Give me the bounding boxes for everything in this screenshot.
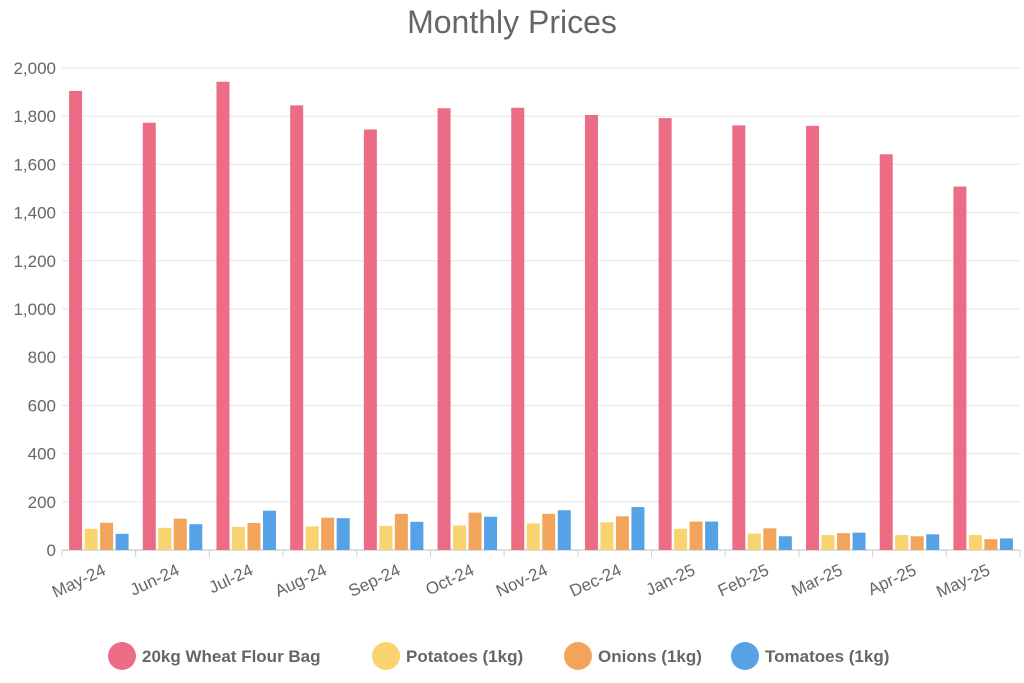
y-tick-label: 1,800 — [13, 107, 56, 126]
bar[interactable] — [410, 521, 424, 550]
bar[interactable] — [674, 528, 688, 550]
bar[interactable] — [290, 105, 304, 550]
x-tick-label: May-25 — [933, 560, 992, 601]
bar[interactable] — [189, 524, 203, 550]
bar[interactable] — [852, 532, 866, 550]
y-tick-label: 1,200 — [13, 252, 56, 271]
bar[interactable] — [542, 513, 556, 550]
legend-swatch — [564, 642, 592, 670]
legend-item[interactable]: Potatoes (1kg) — [372, 642, 523, 670]
bar[interactable] — [247, 523, 261, 550]
bar[interactable] — [526, 523, 540, 550]
bar[interactable] — [100, 522, 114, 550]
bar[interactable] — [953, 186, 967, 550]
grid-layer — [61, 67, 1021, 557]
bar[interactable] — [732, 125, 746, 550]
bar[interactable] — [216, 81, 230, 550]
bar[interactable] — [910, 536, 924, 550]
bar[interactable] — [321, 517, 335, 550]
x-tick-label: Aug-24 — [272, 560, 330, 600]
bar[interactable] — [778, 536, 792, 550]
bar[interactable] — [84, 528, 98, 550]
y-axis-ticks: 0 200 400 600 800 1,000 1,200 1,400 1,600 1,800 2,… — [13, 59, 56, 560]
y-tick-label: 400 — [28, 445, 56, 464]
x-tick-label: Jun-24 — [127, 560, 182, 599]
bar[interactable] — [631, 507, 645, 550]
bar-layer — [69, 81, 1013, 551]
y-tick-label: 1,600 — [13, 155, 56, 174]
legend-item[interactable]: 20kg Wheat Flour Bag — [108, 642, 321, 670]
legend-swatch — [731, 642, 759, 670]
bar[interactable] — [394, 513, 408, 550]
bar[interactable] — [926, 534, 940, 550]
y-tick-label: 0 — [47, 541, 56, 560]
legend-swatch — [372, 642, 400, 670]
bar[interactable] — [968, 535, 982, 550]
legend-label: Tomatoes (1kg) — [765, 647, 889, 666]
bar[interactable] — [615, 516, 629, 550]
legend: 20kg Wheat Flour Bag Potatoes (1kg) Onions… — [108, 642, 889, 670]
x-tick-label: Feb-25 — [715, 560, 772, 600]
bar[interactable] — [705, 521, 719, 550]
chart-title: Monthly Prices — [407, 4, 617, 40]
bar[interactable] — [984, 539, 998, 550]
bar[interactable] — [336, 518, 350, 550]
x-tick-label: Mar-25 — [789, 560, 846, 600]
x-tick-label: Oct-24 — [423, 560, 477, 599]
legend-label: 20kg Wheat Flour Bag — [142, 647, 321, 666]
legend-label: Onions (1kg) — [598, 647, 702, 666]
bar[interactable] — [484, 516, 498, 550]
bar[interactable] — [837, 533, 851, 550]
bar[interactable] — [115, 533, 129, 550]
bar[interactable] — [600, 522, 614, 550]
bar[interactable] — [262, 510, 276, 550]
x-tick-label: May-24 — [49, 560, 108, 601]
bar[interactable] — [379, 525, 393, 550]
bar[interactable] — [453, 525, 467, 550]
x-tick-label: Nov-24 — [493, 560, 551, 600]
y-tick-label: 1,400 — [13, 204, 56, 223]
bar[interactable] — [173, 518, 187, 550]
bar[interactable] — [747, 533, 761, 550]
bar[interactable] — [821, 535, 835, 550]
legend-item[interactable]: Onions (1kg) — [564, 642, 702, 670]
x-axis-ticks: May-24 Jun-24 Jul-24 Aug-24 Sep-24 Oct-24 Nov-… — [49, 560, 993, 601]
bar[interactable] — [763, 528, 777, 550]
bar[interactable] — [999, 538, 1013, 550]
bar[interactable] — [305, 526, 319, 550]
bar[interactable] — [689, 521, 703, 550]
bar[interactable] — [69, 90, 83, 551]
legend-item[interactable]: Tomatoes (1kg) — [731, 642, 889, 670]
bar[interactable] — [468, 512, 482, 550]
x-tick-label: Apr-25 — [865, 560, 919, 599]
y-tick-label: 2,000 — [13, 59, 56, 78]
x-tick-label: Dec-24 — [567, 560, 625, 600]
y-tick-label: 200 — [28, 493, 56, 512]
bar[interactable] — [158, 527, 172, 550]
x-tick-label: Sep-24 — [346, 560, 404, 600]
y-tick-label: 800 — [28, 348, 56, 367]
x-tick-label: Jan-25 — [643, 560, 698, 599]
bar[interactable] — [895, 535, 909, 550]
bar[interactable] — [557, 510, 571, 550]
bar[interactable] — [363, 129, 377, 550]
bar[interactable] — [511, 107, 525, 550]
bar[interactable] — [879, 154, 893, 550]
x-tick-label: Jul-24 — [206, 560, 256, 597]
bar[interactable] — [584, 114, 598, 551]
bar[interactable] — [437, 108, 451, 550]
y-tick-label: 1,000 — [13, 300, 56, 319]
bar[interactable] — [142, 122, 156, 550]
y-tick-label: 600 — [28, 396, 56, 415]
legend-swatch — [108, 642, 136, 670]
bar[interactable] — [806, 125, 820, 550]
legend-label: Potatoes (1kg) — [406, 647, 523, 666]
bar[interactable] — [231, 526, 245, 550]
bar[interactable] — [658, 118, 672, 551]
